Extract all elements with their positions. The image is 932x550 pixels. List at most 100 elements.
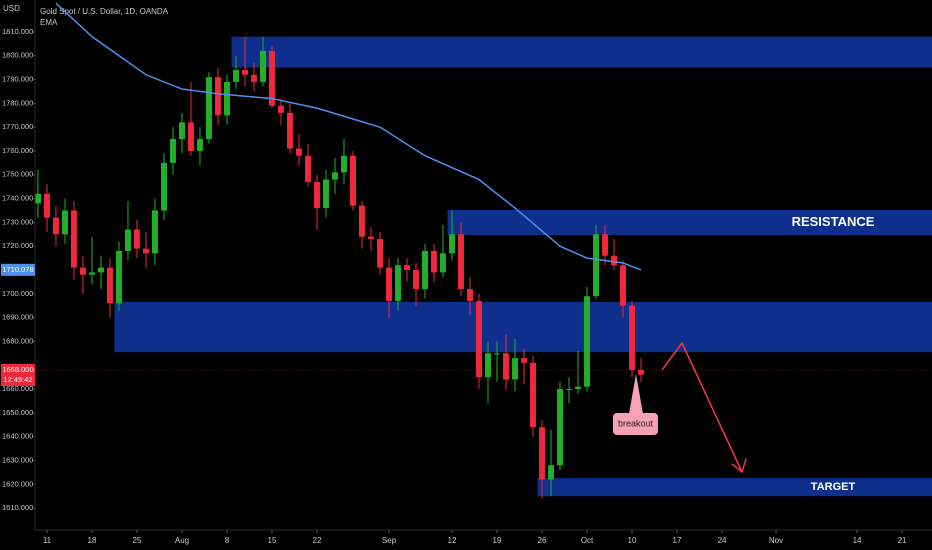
x-tick-label: 22 [313, 536, 322, 545]
candle-body [557, 389, 563, 466]
candle-body [260, 50, 266, 82]
ema-label-box [1, 263, 35, 276]
y-tick-label: 1680.000 [2, 336, 33, 345]
y-tick-label: 1810.000 [2, 27, 33, 36]
candle-body [251, 74, 257, 82]
zones [114, 36, 932, 497]
x-tick-label: 25 [133, 536, 142, 545]
y-tick-label: 1620.000 [2, 479, 33, 488]
candle-body [350, 155, 356, 206]
y-tick-label: 1750.000 [2, 170, 33, 179]
chart-title: Gold Spot / U.S. Dollar, 1D, OANDA [40, 7, 169, 16]
candle-body [161, 162, 167, 211]
callout [613, 413, 658, 435]
candle-body [476, 300, 482, 378]
price-label-box [1, 364, 35, 386]
y-tick-label: 1790.000 [2, 75, 33, 84]
x-tick-label: 11 [43, 536, 52, 545]
candle-body [305, 155, 311, 182]
candle-body [143, 248, 149, 254]
y-tick-label: 1720.000 [2, 241, 33, 250]
candle-body [197, 139, 203, 151]
marks [35, 36, 644, 499]
arrow-head [731, 458, 747, 474]
candle-body [530, 362, 536, 428]
y-tick-label: 1800.000 [2, 51, 33, 60]
candle-body [35, 193, 41, 204]
candle-body [422, 250, 428, 290]
candle-body [71, 210, 77, 268]
zone-label: TARGET [811, 481, 856, 493]
y-tick-label: 1730.000 [2, 217, 33, 226]
x-tick-label: 8 [225, 536, 230, 545]
candle-body [170, 139, 176, 163]
candle-body [134, 229, 140, 249]
y-tick-label: 1780.000 [2, 98, 33, 107]
candle-body [278, 105, 284, 113]
x-tick-label: 18 [88, 536, 97, 545]
x-tick-label: 19 [493, 536, 502, 545]
y-tick-label: 1650.000 [2, 408, 33, 417]
candle-body [431, 250, 437, 273]
x-tick-label: 12 [448, 536, 457, 545]
candle-body [116, 250, 122, 304]
candle-body [575, 386, 581, 390]
candle-body [602, 234, 608, 256]
candle-body [296, 148, 302, 156]
candle-body [395, 265, 401, 301]
candle-body [314, 181, 320, 209]
y-tick-label: 1640.000 [2, 432, 33, 441]
y-tick-label: 1660.000 [2, 384, 33, 393]
x-tick-label: Nov [769, 536, 783, 545]
candle-body [539, 427, 545, 480]
x-tick-label: Oct [581, 536, 594, 545]
x-tick-label: 17 [673, 536, 682, 545]
candle-body [485, 353, 491, 378]
candle-body [359, 205, 365, 237]
arrow [661, 341, 743, 473]
y-tick-label: 1700.000 [2, 289, 33, 298]
candle-body [494, 353, 500, 355]
candle-body [503, 353, 509, 380]
candle-body [548, 465, 554, 480]
x-tick-label: 15 [268, 536, 277, 545]
zone [537, 478, 932, 497]
callout-pointer [629, 374, 643, 414]
candle-body [566, 389, 572, 391]
candle-body [215, 77, 221, 116]
candle-body [638, 370, 644, 375]
candle-body [62, 210, 68, 235]
zone [447, 210, 932, 235]
candle-body [332, 172, 338, 180]
ema-label: 1710.078 [2, 265, 33, 274]
candle-body [233, 70, 239, 82]
candle-body [620, 265, 626, 306]
x-tick-label: 10 [628, 536, 637, 545]
indicator: EMA [40, 18, 58, 27]
candle-body [593, 234, 599, 297]
x-tick-label: Aug [175, 536, 189, 545]
candle-body [242, 70, 248, 75]
candle-body [44, 193, 50, 218]
candle-body [467, 289, 473, 301]
candle-body [80, 267, 86, 275]
candle-body [404, 265, 410, 270]
x-tick-label: 24 [718, 536, 727, 545]
price-label: 1668.000 [2, 365, 33, 374]
candle-body [53, 217, 59, 235]
x-tick-label: 14 [853, 536, 862, 545]
ema-line [55, 2, 642, 271]
y-tick-label: 1690.000 [2, 313, 33, 322]
candle-body [188, 122, 194, 151]
y-tick-label: 1770.000 [2, 122, 33, 131]
candle-body [323, 179, 329, 209]
y-tick-label: 1630.000 [2, 455, 33, 464]
y-tick-label: 1740.000 [2, 194, 33, 203]
candle-body [107, 267, 113, 304]
x-tick-label: 26 [538, 536, 547, 545]
candle-body [287, 112, 293, 149]
y-tick-label: 1760.000 [2, 146, 33, 155]
candle-body [125, 229, 131, 251]
candle-body [458, 234, 464, 290]
